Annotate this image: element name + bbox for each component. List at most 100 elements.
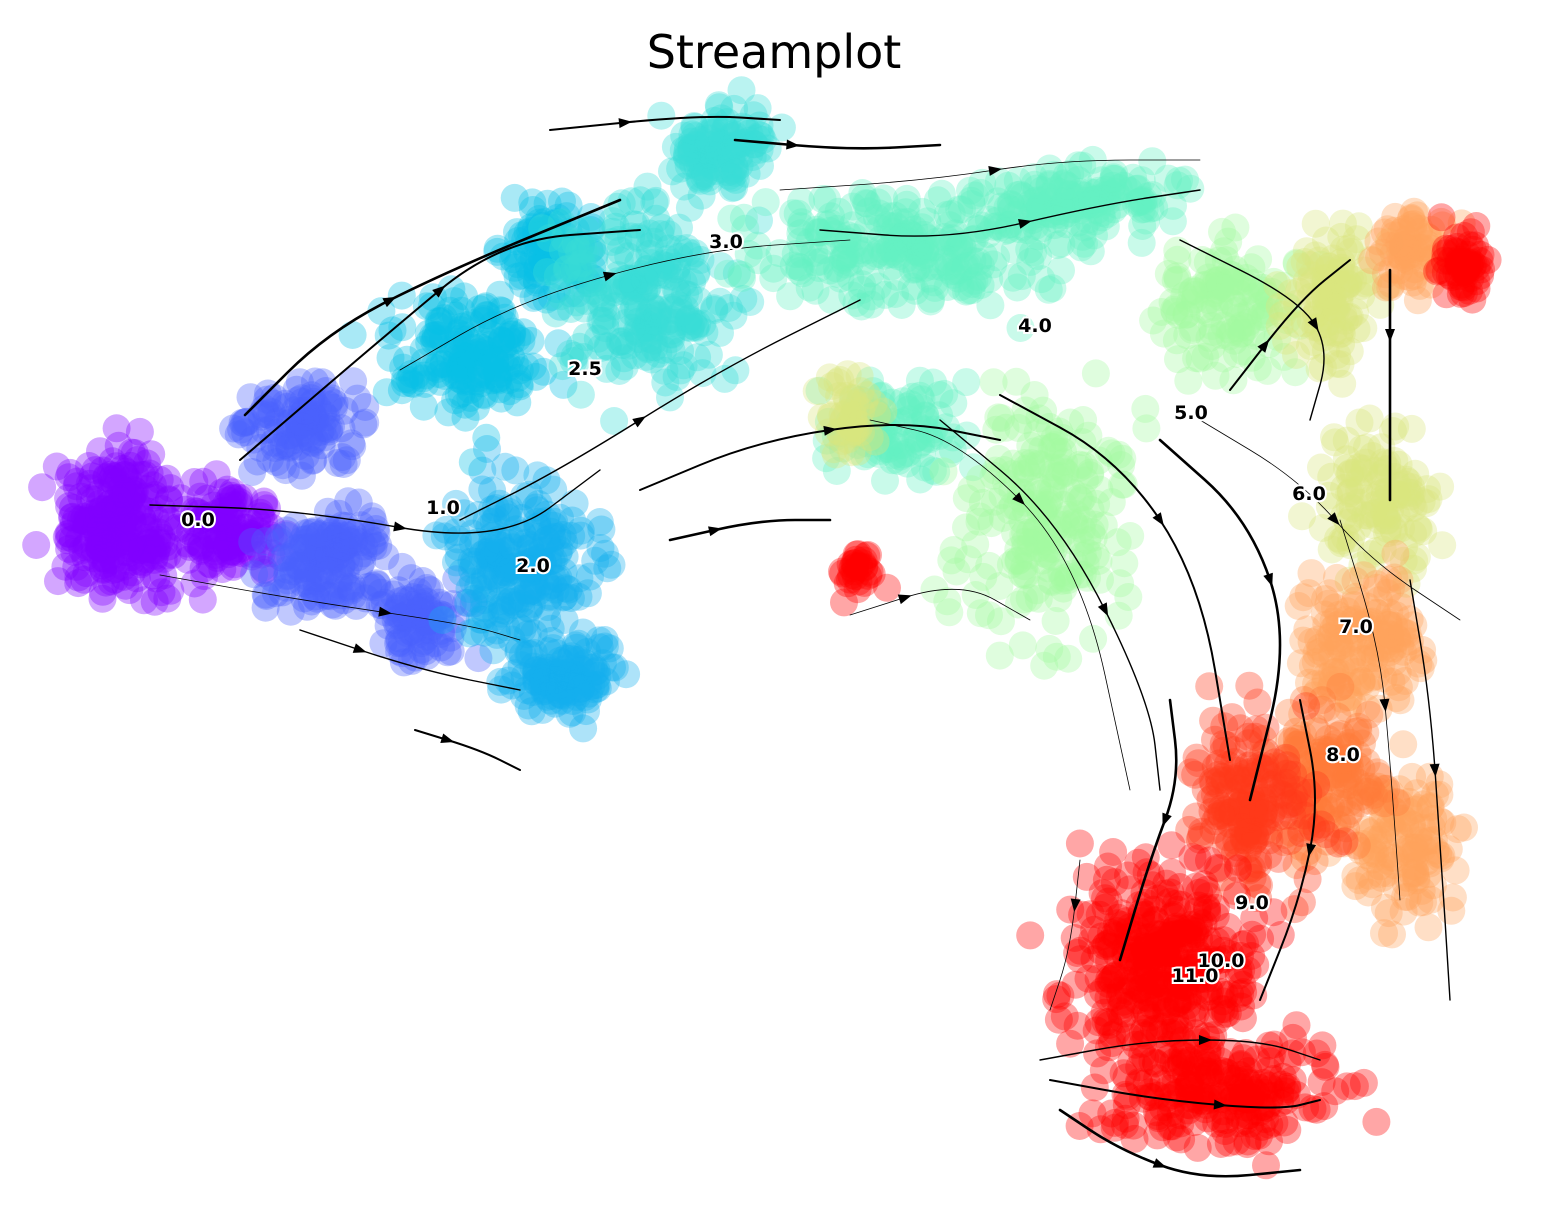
cell-point [545, 660, 574, 689]
cell-point [362, 569, 391, 598]
cell-point [191, 503, 220, 532]
cell-point [528, 671, 556, 700]
cell-point [487, 531, 516, 560]
cell-point [88, 494, 116, 523]
cell-point [601, 274, 630, 303]
cell-point [507, 589, 536, 618]
cell-point [657, 320, 686, 349]
cell-point [430, 522, 459, 551]
cell-point [555, 661, 584, 690]
cell-point [514, 640, 543, 668]
cell-point [189, 554, 218, 583]
cell-point [694, 340, 723, 369]
cell-point [529, 357, 558, 386]
cell-point [1010, 561, 1039, 590]
cell-point [303, 539, 331, 568]
cell-point [259, 389, 288, 418]
cell-point [542, 639, 571, 667]
cell-point [721, 356, 750, 385]
cell-point [979, 250, 1008, 279]
cell-point [125, 493, 154, 522]
cell-point [513, 555, 542, 584]
cell-point [285, 419, 314, 448]
cell-point [1211, 274, 1240, 303]
cell-point [565, 237, 594, 266]
cell-point [338, 321, 367, 349]
cell-point [537, 626, 566, 655]
cell-point [504, 637, 533, 666]
cell-point [406, 589, 435, 618]
cell-point [424, 307, 453, 336]
cell-point [898, 382, 927, 411]
cell-point [404, 620, 433, 649]
cell-point [327, 552, 356, 581]
cell-point [332, 512, 361, 540]
cell-point [536, 247, 565, 276]
cell-point [566, 521, 595, 550]
cell-point [528, 695, 557, 724]
cell-point [887, 408, 915, 437]
cell-point [224, 522, 253, 551]
cell-point [423, 354, 452, 383]
cell-point [1024, 222, 1052, 251]
cell-point [634, 303, 663, 332]
cell-point [1240, 1069, 1269, 1098]
cell-point [808, 236, 837, 265]
cell-point [121, 461, 149, 490]
cell-point [500, 183, 529, 212]
cell-point [469, 575, 498, 604]
cell-point [371, 542, 400, 571]
cell-point [1203, 1006, 1232, 1035]
cell-point [84, 497, 113, 526]
cell-point [559, 256, 588, 285]
cell-point [911, 402, 940, 431]
cell-point [335, 527, 364, 556]
cell-point [202, 460, 231, 489]
cell-point [118, 482, 147, 510]
cell-point [457, 547, 486, 576]
cell-point [704, 131, 733, 160]
cell-point [511, 534, 540, 563]
cell-point [530, 675, 559, 704]
cell-point [252, 400, 281, 429]
cell-point [520, 545, 549, 574]
cell-point [99, 502, 128, 531]
cell-point [115, 576, 144, 605]
cell-point [838, 192, 867, 221]
cell-point [848, 270, 876, 299]
cell-point [941, 244, 970, 273]
cell-point [544, 539, 573, 567]
cell-point [872, 408, 901, 437]
cell-point [238, 458, 267, 486]
cell-point [309, 399, 338, 428]
cell-point [281, 396, 310, 425]
cell-point [439, 330, 468, 359]
cell-point [227, 539, 256, 568]
cell-point [922, 233, 951, 262]
cell-point [546, 670, 575, 699]
cell-point [830, 244, 859, 273]
cell-point [476, 353, 505, 382]
cell-point [252, 582, 281, 610]
cell-point [388, 552, 417, 581]
cell-point [415, 595, 443, 624]
cell-point [321, 538, 350, 567]
cell-point [519, 619, 548, 648]
cell-point [654, 220, 683, 249]
cell-point [1074, 964, 1103, 993]
cell-point [714, 158, 742, 187]
cell-point [831, 241, 860, 270]
cell-point [187, 505, 216, 534]
cell-point [575, 236, 604, 265]
cell-point [644, 301, 672, 330]
cell-point [463, 364, 492, 393]
cell-point [500, 587, 529, 616]
cell-point [779, 199, 808, 228]
cell-point [674, 307, 703, 336]
cell-point [558, 236, 586, 265]
cell-point [395, 365, 424, 394]
cell-point [999, 263, 1027, 292]
cell-point [939, 423, 967, 452]
cell-point [198, 521, 227, 550]
cell-point [85, 533, 114, 562]
